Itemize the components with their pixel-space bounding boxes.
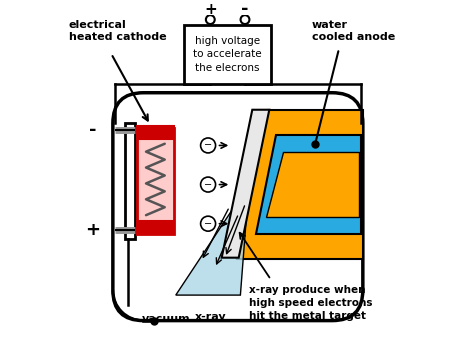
Text: x-ray produce when
high speed electrons
hit the metal target: x-ray produce when high speed electrons … (249, 285, 373, 321)
Circle shape (241, 15, 249, 24)
Bar (137, 221, 174, 234)
Polygon shape (222, 110, 269, 258)
Circle shape (206, 15, 215, 24)
Text: −: − (204, 179, 212, 189)
Bar (137, 126, 174, 138)
Text: -: - (89, 121, 96, 139)
Polygon shape (237, 110, 363, 260)
Bar (125, 123, 135, 239)
Circle shape (201, 138, 216, 153)
Text: vacuum: vacuum (142, 314, 191, 324)
Text: electrical
heated cathode: electrical heated cathode (69, 20, 166, 42)
Polygon shape (176, 184, 249, 295)
Text: −: − (204, 219, 212, 229)
Text: high voltage
to accelerate
the elecrons: high voltage to accelerate the elecrons (193, 36, 262, 73)
Text: +: + (85, 221, 100, 240)
Circle shape (201, 216, 216, 231)
Text: −: − (204, 141, 212, 151)
Polygon shape (255, 135, 361, 234)
Polygon shape (266, 152, 359, 217)
FancyBboxPatch shape (184, 25, 271, 84)
Text: water
cooled anode: water cooled anode (312, 20, 395, 42)
Text: x-ray: x-ray (194, 312, 226, 322)
Circle shape (201, 177, 216, 192)
Text: +: + (204, 2, 217, 17)
Text: -: - (241, 0, 249, 19)
Bar (137, 221, 174, 234)
Bar (137, 126, 174, 138)
FancyBboxPatch shape (113, 93, 363, 321)
Bar (137, 129, 174, 234)
